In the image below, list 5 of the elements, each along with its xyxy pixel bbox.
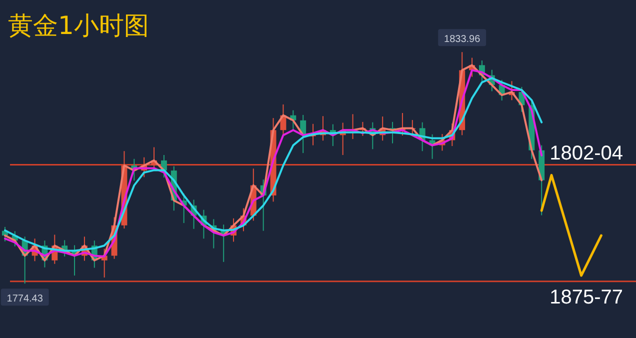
annotation: 1833.96: [444, 34, 481, 46]
chart-title: 黄金1小时图: [8, 11, 149, 40]
annotation: 1774.43: [6, 294, 44, 305]
text: 1875-77: [550, 286, 623, 308]
annotation: 1802-04: [550, 142, 623, 165]
